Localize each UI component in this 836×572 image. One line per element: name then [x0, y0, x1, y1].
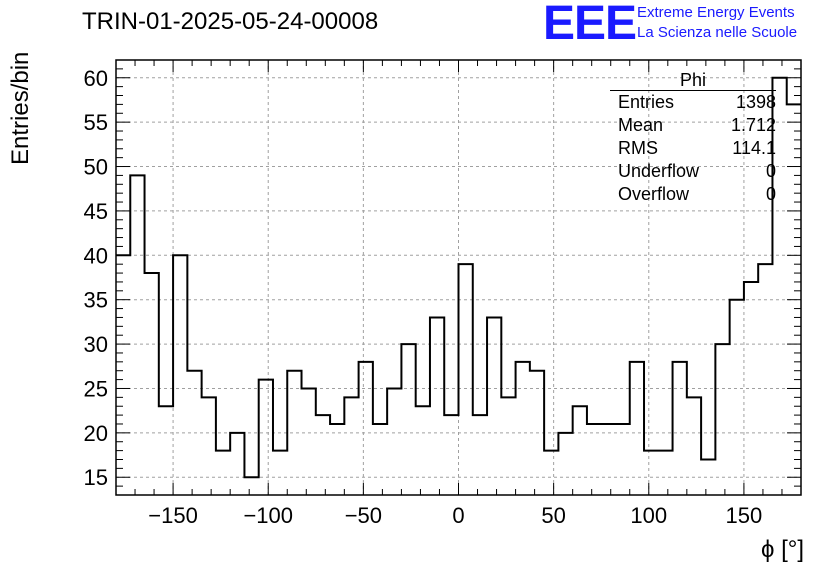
- stats-header: Phi: [610, 71, 776, 91]
- stats-value: 1.712: [730, 115, 776, 135]
- x-tick-label: −100: [243, 503, 293, 528]
- stats-label: Overflow: [618, 184, 690, 204]
- y-tick-label: 40: [84, 243, 108, 268]
- stats-label: Underflow: [618, 161, 700, 181]
- x-tick-label: 50: [541, 503, 565, 528]
- y-tick-label: 35: [84, 288, 108, 313]
- stats-row: Overflow 0: [610, 183, 776, 206]
- eee-logo-text: Extreme Energy Events La Scienza nelle S…: [637, 3, 797, 43]
- stats-value: 0: [765, 161, 776, 181]
- y-tick-label: 45: [84, 199, 108, 224]
- y-tick-label: 20: [84, 421, 108, 446]
- stats-row: Underflow 0: [610, 160, 776, 183]
- y-tick-label: 25: [84, 376, 108, 401]
- y-tick-label: 50: [84, 155, 108, 180]
- x-tick-label: −150: [148, 503, 198, 528]
- stats-label: RMS: [618, 138, 658, 158]
- logo-line-1: Extreme Energy Events: [637, 4, 795, 21]
- stats-value: 1398: [735, 92, 776, 112]
- stats-row: RMS 114.1: [610, 137, 776, 160]
- y-axis-label: Entries/bin: [7, 51, 34, 165]
- logo-line-2: La Scienza nelle Scuole: [637, 24, 798, 41]
- stats-box: Phi Entries 1398 Mean 1.712 RMS 114.1 Under…: [610, 71, 776, 206]
- eee-logo: EEE: [543, 0, 637, 50]
- stats-value: 0: [765, 184, 776, 204]
- chart-title: TRIN-01-2025-05-24-00008: [82, 8, 379, 35]
- y-tick-label: 15: [84, 465, 108, 490]
- y-tick-label: 60: [84, 66, 108, 91]
- x-tick-label: −50: [345, 503, 382, 528]
- stats-value: 114.1: [732, 138, 776, 158]
- stats-label: Mean: [618, 115, 664, 135]
- x-tick-label: 150: [726, 503, 763, 528]
- x-tick-label: 100: [630, 503, 667, 528]
- x-axis-label: ϕ [°]: [760, 536, 804, 563]
- y-tick-label: 30: [84, 332, 108, 357]
- histogram-outline: [116, 76, 801, 479]
- x-tick-label: 0: [452, 503, 464, 528]
- stats-row: Entries 1398: [610, 91, 776, 114]
- y-tick-label: 55: [84, 110, 108, 135]
- stats-row: Mean 1.712: [610, 114, 776, 137]
- stats-label: Entries: [618, 92, 675, 112]
